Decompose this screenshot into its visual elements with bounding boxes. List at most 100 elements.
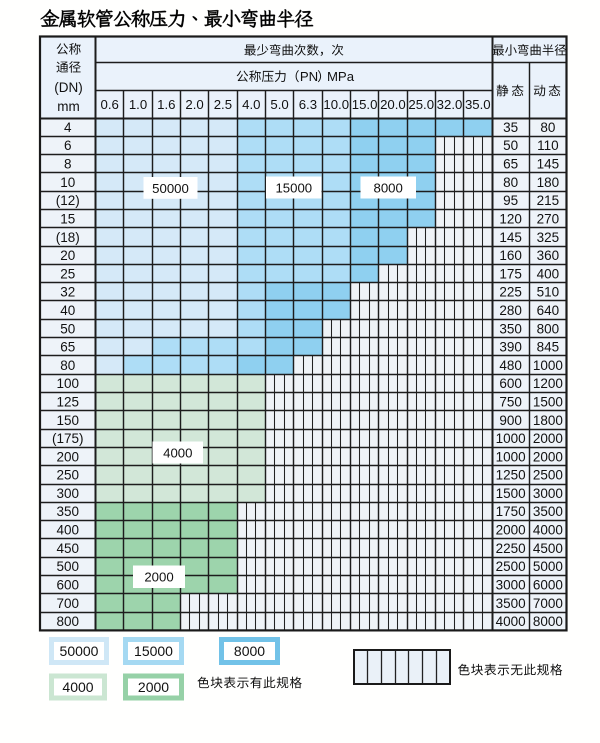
svg-text:400: 400 xyxy=(57,523,80,538)
svg-text:20: 20 xyxy=(60,248,75,263)
svg-text:270: 270 xyxy=(537,212,560,227)
svg-text:4.0: 4.0 xyxy=(242,97,260,112)
svg-text:(12): (12) xyxy=(56,193,80,208)
svg-text:4000: 4000 xyxy=(533,523,563,538)
svg-text:110: 110 xyxy=(537,138,559,153)
svg-text:2.5: 2.5 xyxy=(214,97,232,112)
svg-text:(DN): (DN) xyxy=(54,80,83,95)
svg-text:1750: 1750 xyxy=(496,504,526,519)
svg-text:(18): (18) xyxy=(56,230,80,245)
svg-text:145: 145 xyxy=(537,157,560,172)
svg-text:40: 40 xyxy=(60,303,75,318)
svg-text:800: 800 xyxy=(537,321,560,336)
svg-text:160: 160 xyxy=(499,248,522,263)
svg-text:2500: 2500 xyxy=(533,468,563,483)
svg-text:325: 325 xyxy=(537,230,560,245)
svg-text:6: 6 xyxy=(64,138,72,153)
svg-text:4000: 4000 xyxy=(163,445,192,460)
svg-text:125: 125 xyxy=(57,394,80,409)
svg-text:1.6: 1.6 xyxy=(157,97,175,112)
svg-text:2000: 2000 xyxy=(138,679,169,695)
svg-text:20.0: 20.0 xyxy=(380,97,406,112)
svg-text:95: 95 xyxy=(503,193,518,208)
svg-text:8000: 8000 xyxy=(374,180,403,195)
svg-text:640: 640 xyxy=(537,303,560,318)
svg-text:750: 750 xyxy=(499,394,522,409)
svg-text:225: 225 xyxy=(499,285,522,300)
svg-text:10.0: 10.0 xyxy=(323,97,349,112)
svg-text:250: 250 xyxy=(57,468,80,483)
svg-text:25.0: 25.0 xyxy=(408,97,434,112)
svg-text:215: 215 xyxy=(537,193,560,208)
svg-text:4000: 4000 xyxy=(62,679,93,695)
svg-text:360: 360 xyxy=(537,248,560,263)
svg-text:8: 8 xyxy=(64,157,72,172)
svg-text:180: 180 xyxy=(537,175,560,190)
svg-text:(175): (175) xyxy=(52,431,84,446)
svg-text:390: 390 xyxy=(499,340,522,355)
svg-text:32.0: 32.0 xyxy=(437,97,463,112)
svg-text:200: 200 xyxy=(57,449,80,464)
svg-text:5000: 5000 xyxy=(533,559,563,574)
svg-text:50: 50 xyxy=(60,321,75,336)
svg-text:65: 65 xyxy=(60,340,75,355)
svg-text:65: 65 xyxy=(503,157,518,172)
svg-text:1000: 1000 xyxy=(496,449,526,464)
svg-text:PN: PN xyxy=(300,69,318,84)
svg-text:1000: 1000 xyxy=(533,358,563,373)
svg-text:4500: 4500 xyxy=(533,541,563,556)
svg-text:800: 800 xyxy=(57,614,80,629)
svg-text:2250: 2250 xyxy=(496,541,526,556)
svg-text:3500: 3500 xyxy=(533,504,563,519)
svg-text:15.0: 15.0 xyxy=(352,97,378,112)
svg-text:350: 350 xyxy=(499,321,522,336)
svg-text:25: 25 xyxy=(60,266,75,281)
svg-text:80: 80 xyxy=(540,120,555,135)
svg-text:2000: 2000 xyxy=(144,570,173,585)
svg-text:4: 4 xyxy=(64,120,72,135)
svg-text:400: 400 xyxy=(537,266,560,281)
svg-text:50000: 50000 xyxy=(60,643,99,659)
svg-text:280: 280 xyxy=(499,303,522,318)
svg-text:1.0: 1.0 xyxy=(129,97,147,112)
svg-text:1500: 1500 xyxy=(533,394,563,409)
svg-text:145: 145 xyxy=(499,230,522,245)
svg-text:0.6: 0.6 xyxy=(101,97,119,112)
svg-text:50: 50 xyxy=(503,138,518,153)
svg-text:8000: 8000 xyxy=(234,643,265,659)
svg-text:2500: 2500 xyxy=(496,559,526,574)
svg-text:35: 35 xyxy=(503,120,518,135)
svg-text:50000: 50000 xyxy=(152,181,189,196)
svg-text:35.0: 35.0 xyxy=(465,97,491,112)
svg-text:500: 500 xyxy=(57,559,80,574)
svg-text:2000: 2000 xyxy=(533,431,563,446)
svg-text:8000: 8000 xyxy=(533,614,563,629)
svg-text:1000: 1000 xyxy=(496,431,526,446)
svg-text:120: 120 xyxy=(499,212,522,227)
svg-text:1250: 1250 xyxy=(496,468,526,483)
svg-text:80: 80 xyxy=(503,175,518,190)
svg-text:450: 450 xyxy=(57,541,80,556)
svg-text:6000: 6000 xyxy=(533,577,563,592)
svg-text:1500: 1500 xyxy=(496,486,526,501)
svg-text:5.0: 5.0 xyxy=(270,97,288,112)
svg-text:MPa: MPa xyxy=(327,69,355,84)
svg-text:2000: 2000 xyxy=(496,523,526,538)
svg-text:2000: 2000 xyxy=(533,449,563,464)
svg-text:1800: 1800 xyxy=(533,413,563,428)
svg-text:1200: 1200 xyxy=(533,376,563,391)
svg-text:900: 900 xyxy=(499,413,522,428)
svg-text:480: 480 xyxy=(499,358,522,373)
svg-text:15: 15 xyxy=(60,212,75,227)
svg-text:10: 10 xyxy=(60,175,75,190)
svg-text:32: 32 xyxy=(60,285,75,300)
svg-text:15000: 15000 xyxy=(275,180,312,195)
svg-text:845: 845 xyxy=(537,340,560,355)
svg-text:700: 700 xyxy=(57,596,80,611)
svg-text:mm: mm xyxy=(57,99,80,114)
svg-text:600: 600 xyxy=(499,376,522,391)
svg-text:15000: 15000 xyxy=(134,643,173,659)
svg-text:100: 100 xyxy=(57,376,80,391)
svg-text:300: 300 xyxy=(57,486,80,501)
svg-text:7000: 7000 xyxy=(533,596,563,611)
